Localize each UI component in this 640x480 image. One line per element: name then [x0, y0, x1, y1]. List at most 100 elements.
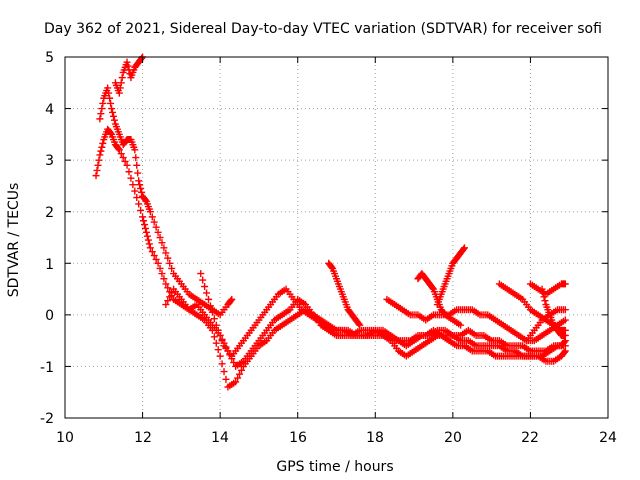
data-point	[168, 289, 176, 297]
series-arc-17	[325, 259, 364, 329]
x-tick-label: 20	[444, 430, 462, 446]
data-point	[142, 228, 150, 236]
x-tick-label: 12	[134, 430, 152, 446]
data-point	[124, 62, 132, 70]
data-point	[234, 374, 242, 382]
data-point	[218, 360, 226, 368]
series-track-3	[111, 53, 147, 97]
data-point	[460, 245, 468, 253]
data-point	[94, 161, 102, 169]
data-point	[141, 196, 149, 204]
series-track-5	[197, 270, 569, 360]
x-tick-label: 18	[366, 430, 384, 446]
data-point	[540, 293, 548, 301]
data-point	[228, 295, 236, 303]
series-arc-23	[526, 280, 569, 298]
data-point	[115, 89, 123, 97]
data-point	[118, 74, 126, 82]
data-point	[152, 223, 160, 231]
data-point	[212, 321, 220, 329]
data-point	[197, 270, 205, 278]
data-point	[538, 285, 546, 293]
data-point	[160, 275, 168, 283]
data-point	[98, 105, 106, 113]
data-point	[144, 236, 152, 244]
data-point	[138, 188, 146, 196]
data-point	[104, 84, 112, 92]
data-point	[139, 213, 147, 221]
data-point	[561, 316, 569, 324]
data-point	[154, 228, 162, 236]
data-point	[148, 248, 156, 256]
data-point	[97, 110, 105, 118]
data-point	[539, 289, 547, 297]
data-point	[168, 264, 176, 272]
data-point	[125, 168, 133, 176]
data-point	[117, 150, 125, 158]
data-point	[210, 333, 218, 341]
data-point	[114, 145, 122, 153]
data-point	[99, 99, 107, 107]
data-point	[162, 249, 170, 257]
data-point	[160, 244, 168, 252]
series-arc-18	[383, 295, 569, 345]
plot-frame	[64, 56, 609, 419]
data-point	[127, 174, 135, 182]
data-point	[232, 378, 240, 386]
data-point	[117, 79, 125, 87]
data-point	[93, 166, 101, 174]
data-point	[237, 366, 245, 374]
data-point	[129, 181, 137, 189]
series-track-1	[92, 125, 569, 391]
data-point	[109, 108, 117, 116]
data-point	[145, 240, 153, 248]
data-point	[216, 331, 224, 339]
data-point	[457, 321, 465, 329]
data-point	[106, 94, 114, 102]
y-tick-label: 3	[45, 153, 54, 169]
y-tick-label: 2	[45, 205, 54, 221]
data-point	[166, 293, 174, 301]
data-point	[109, 112, 117, 120]
data-point	[208, 308, 216, 316]
data-point	[135, 177, 143, 185]
data-point	[428, 284, 436, 292]
data-point	[561, 331, 569, 339]
data-point	[355, 320, 363, 328]
data-point	[227, 297, 235, 305]
data-point	[156, 264, 164, 272]
data-point	[99, 139, 107, 147]
data-point	[206, 302, 214, 310]
data-point	[164, 297, 172, 305]
data-point	[222, 375, 230, 383]
y-tick-label: 5	[45, 50, 54, 66]
data-point	[131, 146, 139, 154]
data-point	[119, 154, 127, 162]
data-point	[133, 194, 141, 202]
data-point	[140, 217, 148, 225]
data-point	[95, 156, 103, 164]
data-point	[138, 54, 146, 62]
data-point	[137, 206, 145, 214]
series-arc-20	[433, 244, 468, 309]
x-tick-label: 24	[599, 430, 617, 446]
data-point	[143, 232, 151, 240]
data-point	[92, 172, 100, 180]
data-point	[541, 297, 549, 305]
data-point	[133, 161, 141, 169]
data-point	[96, 115, 104, 123]
data-point	[141, 224, 149, 232]
data-point	[561, 306, 569, 314]
data-point	[212, 339, 220, 347]
chart-title: Day 362 of 2021, Sidereal Day-to-day VTE…	[44, 21, 602, 37]
data-point	[164, 254, 172, 262]
data-point	[201, 282, 209, 290]
x-tick-label: 22	[521, 430, 539, 446]
tick-layer	[64, 56, 609, 419]
data-point	[218, 337, 226, 345]
data-point	[561, 280, 569, 288]
data-point	[105, 89, 113, 97]
data-point	[110, 116, 118, 124]
y-tick-label: 1	[45, 257, 54, 273]
